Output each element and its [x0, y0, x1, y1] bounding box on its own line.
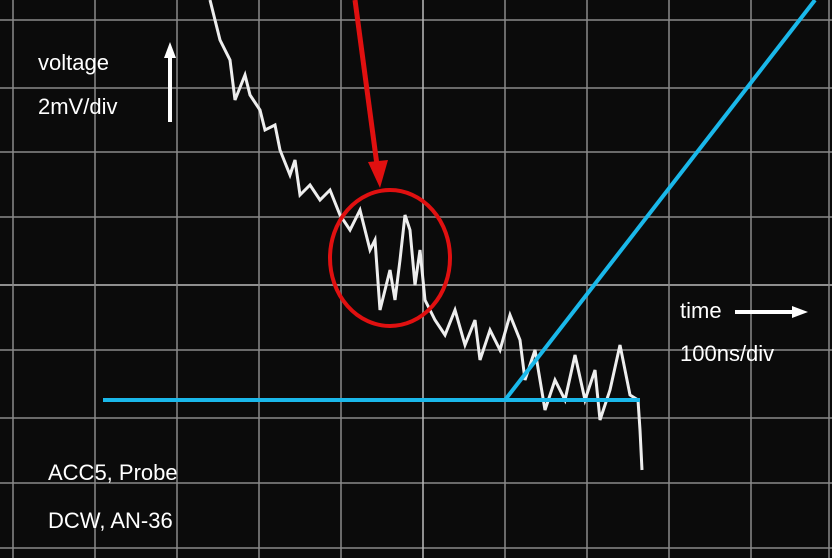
caption-line: DCW, AN-36 — [48, 508, 173, 533]
caption-line: ACC5, Probe — [48, 460, 178, 485]
x-axis-quantity: time — [680, 298, 722, 323]
waveform — [208, 0, 644, 471]
highlight-circle — [328, 188, 452, 328]
x-axis-arrowhead — [792, 306, 808, 318]
y-axis-scale: 2mV/div — [38, 94, 117, 119]
y-axis-arrowhead — [164, 42, 176, 58]
slope-marker — [503, 0, 817, 402]
y-axis-quantity: voltage — [38, 50, 109, 75]
pointer-arrowhead — [368, 160, 388, 188]
x-axis-scale: 100ns/div — [680, 341, 774, 366]
pointer-arrow — [352, 0, 380, 166]
